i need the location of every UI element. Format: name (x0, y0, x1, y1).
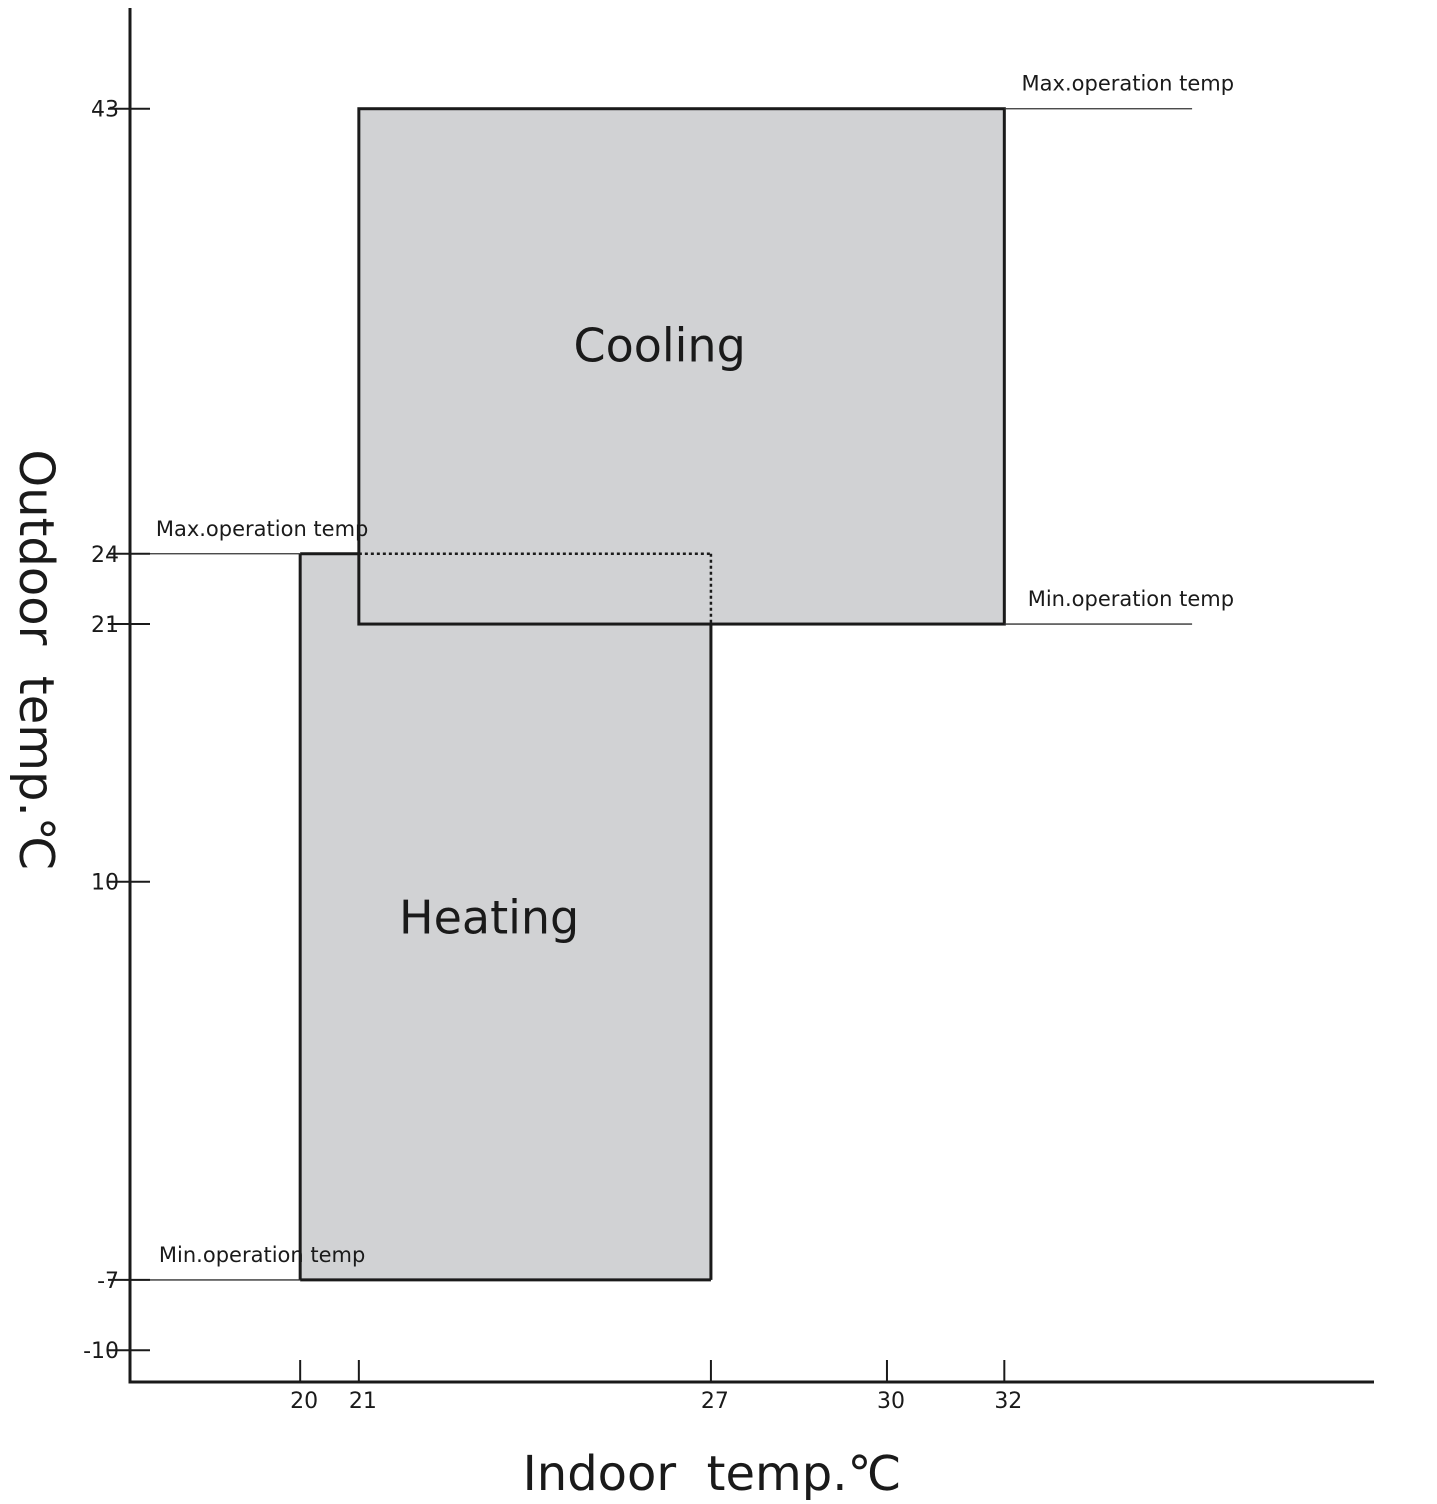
annotation-label: Max.operation temp (1022, 72, 1235, 96)
x-axis-title: Indoor temp.℃ (523, 1446, 902, 1502)
axes-layer (128, 8, 1374, 1384)
annotations-layer: Max.operation temp Min.operation temp Max.… (124, 72, 1235, 1281)
y-axis-title: Outdoor temp.℃ (8, 449, 64, 870)
cooling-region-label: Cooling (573, 319, 745, 373)
heating-region-label: Heating (399, 890, 579, 944)
y-tick-label: 43 (91, 98, 119, 123)
y-tick-label: -7 (97, 1269, 119, 1294)
annotation-label: Min.operation temp (159, 1243, 365, 1267)
ticks-layer: 43 24 21 10 -7 -10 20 21 27 30 32 (83, 98, 1022, 1414)
x-tick-label: 27 (701, 1389, 729, 1414)
x-tick-label: 32 (994, 1389, 1022, 1414)
y-tick-label: 21 (91, 613, 119, 638)
y-tick-label: -10 (83, 1339, 119, 1364)
x-tick-label: 20 (290, 1389, 318, 1414)
heating-region-fill (300, 553, 711, 1280)
cooling-region-fill (358, 108, 1005, 625)
y-tick-label: 24 (91, 543, 119, 568)
regions-layer: Cooling Heating (298, 107, 1006, 1282)
annotation-label: Max.operation temp (156, 517, 369, 541)
x-tick-label: 30 (877, 1389, 905, 1414)
annotation-label: Min.operation temp (1028, 587, 1234, 611)
x-tick-label: 21 (349, 1389, 377, 1414)
y-tick-label: 10 (91, 871, 119, 896)
cooling-region-outline (357, 107, 1006, 626)
